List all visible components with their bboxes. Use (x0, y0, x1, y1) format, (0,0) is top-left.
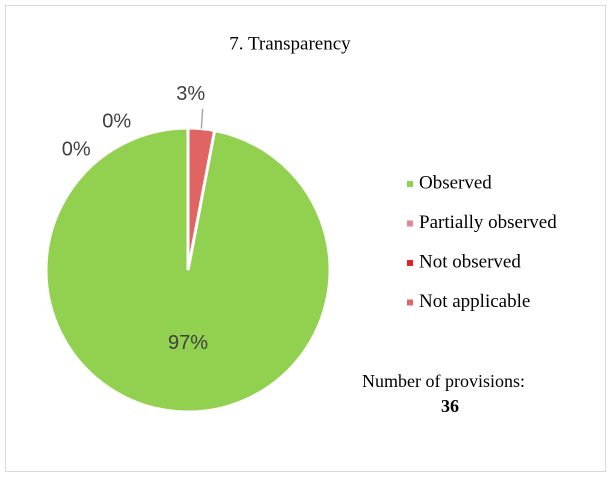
data-label: 3% (176, 83, 205, 105)
data-label: 0% (102, 111, 131, 133)
data-label: 0% (62, 138, 91, 160)
annotation: Number of provisions: 36 (362, 371, 525, 416)
leader-line (200, 108, 204, 129)
chart-title: 7. Transparency (229, 33, 351, 54)
legend-marker (407, 181, 413, 187)
legend-marker (407, 220, 413, 227)
legend-label: Not observed (419, 251, 521, 272)
annotation-text: Number of provisions: (362, 371, 525, 391)
legend-marker (407, 299, 413, 306)
data-label: 97% (168, 332, 208, 354)
legend-marker (407, 260, 413, 266)
legend-label: Observed (419, 172, 492, 193)
legend-label: Partially observed (419, 212, 557, 233)
annotation-value: 36 (441, 396, 459, 416)
legend-label: Not applicable (419, 291, 530, 312)
